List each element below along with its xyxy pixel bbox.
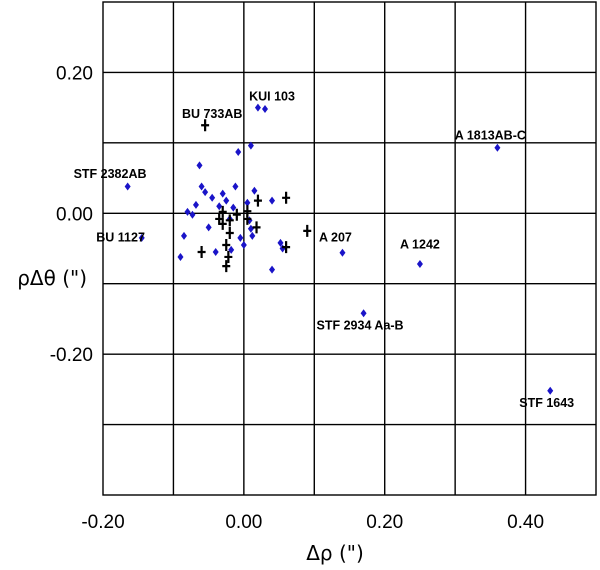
black-cross-point [197,246,206,259]
blue-diamond-point [494,143,501,152]
blue-diamond-point [277,238,284,247]
blue-diamond-point [184,207,191,216]
blue-diamond-point [269,265,276,274]
star-annotation: BU 1127 [96,230,145,244]
black-cross-point [303,224,312,237]
blue-diamond-point [205,223,212,232]
blue-diamond-point [235,148,242,157]
black-cross-point [253,194,262,207]
black-cross-point [218,205,227,218]
blue-diamond-point [240,240,247,249]
star-annotation: A 1813AB-C [455,128,526,142]
y-tick-label: 0.00 [56,204,93,225]
blue-diamond-point [138,233,145,242]
blue-diamond-point [230,203,237,212]
black-cross-point [282,241,291,254]
blue-diamond-point [254,103,261,112]
black-cross-point [218,217,227,230]
blue-diamond-point [192,200,199,209]
x-tick-label: 0.20 [366,512,403,533]
blue-diamond-point [124,182,131,191]
blue-diamond-point [247,224,254,233]
black-cross-point [232,208,241,221]
blue-diamond-point [228,245,235,254]
star-annotation: STF 2382AB [74,167,147,181]
annotations: KUI 103 BU 733AB A 1813AB-C STF 2382AB BU 11… [74,90,575,410]
blue-diamond-point [202,188,209,197]
blue-diamond-point [212,248,219,257]
star-annotation: A 1242 [400,238,440,252]
tick-labels: -0.20 0.00 0.20 0.40 0.20 0.00 -0.20 [50,63,544,533]
x-tick-label: 0.40 [507,512,544,533]
blue-diamond-point [237,233,244,242]
blue-diamond-point [261,105,268,114]
blue-diamond-point [180,231,187,240]
blue-diamond-point [247,141,254,150]
black-cross-point [243,212,252,225]
y-tick-label: -0.20 [50,345,93,366]
black-cross-point [222,260,231,273]
y-tick-label: 0.20 [56,63,93,84]
black-cross-point [222,238,231,251]
x-axis-label: Δρ (") [306,541,364,565]
plot-frame [102,1,597,496]
blue-diamond-point [219,189,226,198]
blue-diamond-point [216,202,223,211]
star-annotation: STF 1643 [519,396,574,410]
blue-diamond-point [189,210,196,219]
star-annotation: A 207 [319,230,352,244]
black-cross-point [225,227,234,240]
black-cross-point [225,214,234,227]
blue-diamond-point [198,182,205,191]
grid [102,1,597,496]
blue-diamond-point [196,161,203,170]
y-axis-label: ρΔθ (") [17,266,87,290]
blue-diamond-point [269,196,276,205]
black-cross-point [201,119,210,132]
blue-diamond-point [249,231,256,240]
blue-diamond-point [209,193,216,202]
blue-diamond-point [223,196,230,205]
star-annotation: STF 2934 Aa-B [317,318,404,332]
black-cross-point [252,221,261,234]
blue-diamond-point [232,182,239,191]
blue-diamond-point [339,248,346,257]
blue-diamond-point [360,309,367,318]
blue-diamond-point [177,252,184,261]
black-cross-point [224,250,233,263]
star-annotation: BU 733AB [182,107,242,121]
x-tick-label: -0.20 [81,512,124,533]
blue-diamond-point [244,198,251,207]
x-tick-label: 0.00 [225,512,262,533]
blue-diamond-point [416,259,423,268]
star-annotation: KUI 103 [249,90,295,104]
black-cross-point [282,191,291,204]
data-points [124,103,554,395]
blue-diamond-point [547,386,554,395]
blue-diamond-point [251,186,258,195]
